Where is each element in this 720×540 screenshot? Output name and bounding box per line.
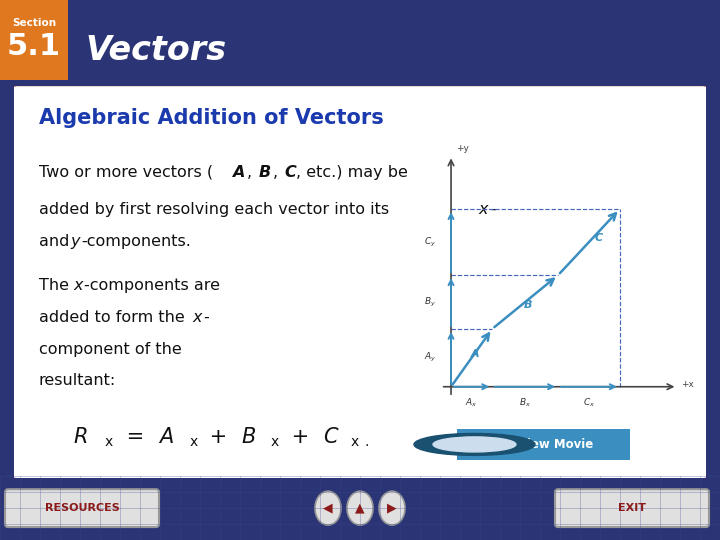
FancyBboxPatch shape	[11, 84, 709, 480]
Text: .: .	[365, 435, 369, 449]
Text: $A_x$: $A_x$	[465, 396, 478, 409]
Text: Two or more vectors (: Two or more vectors (	[39, 165, 212, 180]
Text: B: B	[241, 427, 256, 447]
Text: , etc.) may be: , etc.) may be	[297, 165, 408, 180]
Text: component of the: component of the	[39, 342, 181, 356]
Text: C: C	[323, 427, 337, 447]
Text: R: R	[73, 427, 88, 447]
Circle shape	[414, 434, 535, 455]
Text: EXIT: EXIT	[618, 503, 646, 513]
Text: x: x	[189, 435, 197, 449]
Text: -: -	[203, 309, 209, 325]
Text: $B_x$: $B_x$	[519, 396, 531, 409]
Text: View Movie: View Movie	[518, 438, 593, 451]
Text: RESOURCES: RESOURCES	[45, 503, 120, 513]
Text: B: B	[524, 300, 532, 310]
Text: +: +	[203, 427, 234, 447]
Text: Vectors: Vectors	[85, 34, 226, 67]
FancyBboxPatch shape	[555, 489, 709, 527]
FancyBboxPatch shape	[0, 0, 68, 80]
Text: x: x	[193, 309, 202, 325]
Text: C: C	[595, 233, 603, 243]
Text: A: A	[160, 427, 174, 447]
Text: $C_y$: $C_y$	[424, 235, 436, 249]
Text: added to form the: added to form the	[39, 309, 189, 325]
Text: x: x	[351, 435, 359, 449]
Text: ,: ,	[247, 165, 257, 180]
Text: Algebraic Addition of Vectors: Algebraic Addition of Vectors	[39, 108, 383, 128]
Text: A: A	[232, 165, 245, 180]
Text: resultant:: resultant:	[39, 373, 116, 388]
Text: The: The	[39, 278, 73, 293]
Text: -components.: -components.	[81, 234, 192, 248]
Text: ▶: ▶	[387, 502, 397, 515]
Text: $A_y$: $A_y$	[424, 352, 437, 365]
Text: ◀: ◀	[323, 502, 333, 515]
Text: ▲: ▲	[355, 502, 365, 515]
Text: x: x	[104, 435, 112, 449]
Text: y: y	[71, 234, 80, 248]
FancyBboxPatch shape	[449, 427, 639, 462]
Text: B: B	[258, 165, 271, 180]
Text: -components are: -components are	[84, 278, 220, 293]
FancyBboxPatch shape	[5, 489, 159, 527]
Text: +x: +x	[681, 380, 694, 389]
Text: =: =	[120, 427, 151, 447]
Circle shape	[433, 437, 516, 452]
Text: ,: ,	[273, 165, 283, 180]
Text: $C_x$: $C_x$	[582, 396, 595, 409]
Text: $B_y$: $B_y$	[425, 295, 436, 309]
Text: A: A	[471, 349, 480, 359]
Text: added by first resolving each vector into its: added by first resolving each vector int…	[39, 202, 394, 217]
Text: Section: Section	[12, 18, 56, 28]
Text: +: +	[284, 427, 315, 447]
Ellipse shape	[379, 491, 405, 525]
Ellipse shape	[315, 491, 341, 525]
Text: 5.1: 5.1	[7, 32, 61, 61]
Text: and: and	[39, 234, 74, 248]
Text: -: -	[490, 202, 495, 217]
Text: +y: +y	[456, 144, 469, 153]
Text: x: x	[479, 202, 488, 217]
Ellipse shape	[347, 491, 373, 525]
Text: x: x	[74, 278, 84, 293]
Text: C: C	[284, 165, 296, 180]
Text: x: x	[271, 435, 279, 449]
